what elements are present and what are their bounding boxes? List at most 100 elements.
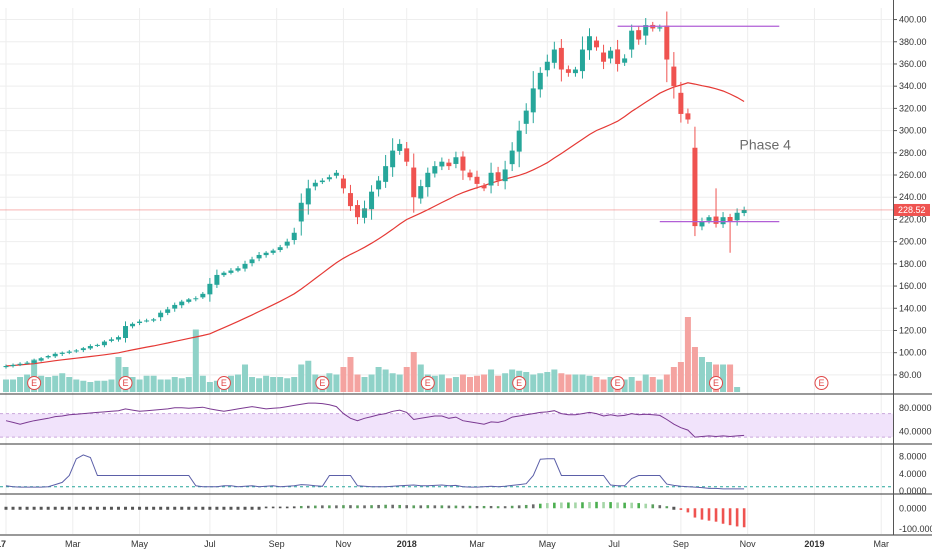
volume-bar-29 bbox=[206, 382, 213, 392]
price-tick-label-9: 260.00 bbox=[899, 170, 927, 180]
hist-bar-78 bbox=[553, 502, 556, 509]
candle-body-27 bbox=[193, 298, 199, 300]
volume-bar-32 bbox=[227, 375, 234, 392]
hist-bar-34 bbox=[243, 506, 247, 510]
volume-bar-70 bbox=[495, 375, 502, 392]
hist-bar-15 bbox=[109, 506, 113, 510]
candle-body-44 bbox=[312, 182, 318, 187]
time-label-3: Jul bbox=[204, 539, 216, 549]
volume-bar-21 bbox=[150, 375, 157, 392]
time-label-4: Sep bbox=[269, 539, 285, 549]
candle-body-31 bbox=[221, 272, 227, 276]
candle-body-80 bbox=[565, 69, 571, 73]
price-tick-label-11: 300.00 bbox=[899, 126, 927, 136]
hist-bar-12 bbox=[88, 506, 92, 510]
osc-tick-label-1: 4.0000 bbox=[899, 469, 927, 479]
hist-bar-90 bbox=[637, 503, 640, 509]
hist-bar-86 bbox=[609, 502, 612, 509]
hist-bar-10 bbox=[74, 506, 78, 510]
candle-body-104 bbox=[734, 212, 740, 221]
time-label-12: 2019 bbox=[804, 539, 824, 549]
hist-bar-9 bbox=[67, 506, 71, 510]
candle-body-64 bbox=[453, 157, 459, 164]
candle-body-87 bbox=[615, 49, 621, 64]
volume-bar-42 bbox=[298, 364, 305, 392]
hist-bar-14 bbox=[102, 506, 106, 510]
candle-body-94 bbox=[664, 25, 670, 60]
candle-body-56 bbox=[397, 143, 403, 151]
hist-bar-23 bbox=[166, 506, 170, 510]
candle-body-7 bbox=[52, 353, 58, 357]
hist-tick-label-1: -100.0000 bbox=[899, 524, 932, 534]
level-lines: Phase 4 bbox=[0, 25, 893, 223]
candle-body-95 bbox=[671, 66, 677, 87]
hist-bar-6 bbox=[46, 506, 50, 510]
candle-body-10 bbox=[73, 350, 79, 352]
price-tick-label-5: 180.00 bbox=[899, 259, 927, 269]
candle-body-67 bbox=[474, 176, 480, 184]
hist-bar-64 bbox=[454, 505, 458, 509]
hist-bar-21 bbox=[152, 506, 156, 510]
annotation-phase-label: Phase 4 bbox=[740, 136, 792, 152]
volume-bar-84 bbox=[593, 377, 600, 392]
hist-bar-74 bbox=[524, 504, 528, 509]
volume-bar-10 bbox=[73, 379, 80, 392]
volume-bar-51 bbox=[361, 377, 368, 392]
volume-bar-81 bbox=[572, 374, 579, 392]
hist-bar-62 bbox=[440, 505, 444, 509]
volume-bar-96 bbox=[677, 362, 684, 392]
hist-bar-37 bbox=[264, 506, 268, 509]
candle-body-13 bbox=[94, 344, 100, 346]
volume-bar-58 bbox=[410, 352, 417, 392]
candle-body-52 bbox=[369, 191, 375, 210]
hist-bar-35 bbox=[250, 506, 254, 510]
volume-bar-53 bbox=[375, 367, 382, 392]
time-label-11: Nov bbox=[740, 539, 757, 549]
earnings-label-4: E bbox=[425, 378, 431, 388]
volume-bar-39 bbox=[277, 377, 284, 392]
candle-body-2 bbox=[17, 363, 23, 365]
volume-bar-19 bbox=[136, 379, 143, 392]
candle-body-35 bbox=[249, 259, 255, 264]
hist-bar-65 bbox=[461, 505, 465, 509]
volume-bar-7 bbox=[52, 375, 59, 392]
hist-bar-101 bbox=[714, 508, 718, 522]
volume-bar-50 bbox=[354, 374, 361, 392]
volume-bar-8 bbox=[59, 373, 66, 392]
hist-bar-81 bbox=[574, 502, 577, 509]
hist-bar-0 bbox=[4, 506, 8, 510]
candle-body-34 bbox=[242, 263, 248, 269]
volume-bar-57 bbox=[403, 367, 410, 392]
price-tick-label-13: 340.00 bbox=[899, 81, 927, 91]
volume-bar-6 bbox=[45, 377, 52, 392]
hist-bar-85 bbox=[602, 502, 605, 509]
volume-bar-79 bbox=[558, 373, 565, 392]
time-label-1: Mar bbox=[65, 539, 81, 549]
hist-bar-4 bbox=[32, 506, 36, 510]
earnings-marker-8 bbox=[814, 376, 829, 390]
volume-bar-2 bbox=[17, 377, 24, 392]
time-label-6: 2018 bbox=[397, 539, 417, 549]
volume-bar-82 bbox=[579, 374, 586, 392]
candle-body-47 bbox=[333, 172, 339, 176]
volume-bar-66 bbox=[466, 377, 473, 392]
volume-bar-95 bbox=[670, 367, 677, 392]
volume-bar-62 bbox=[438, 374, 445, 392]
candle-body-82 bbox=[579, 49, 585, 72]
price-tick-label-16: 400.00 bbox=[899, 15, 927, 25]
volume-bar-69 bbox=[488, 369, 495, 392]
candle-body-91 bbox=[643, 25, 649, 36]
earnings-label-2: E bbox=[221, 378, 227, 388]
volume-bar-30 bbox=[213, 380, 220, 392]
candle-body-41 bbox=[291, 232, 297, 241]
hist-bar-39 bbox=[278, 506, 282, 509]
hist-bar-38 bbox=[271, 506, 275, 509]
volume-bar-77 bbox=[544, 372, 551, 392]
hist-bar-91 bbox=[644, 503, 648, 509]
earnings-label-7: E bbox=[713, 378, 719, 388]
volume-bar-56 bbox=[396, 374, 403, 392]
candle-body-69 bbox=[488, 172, 494, 186]
hist-bar-77 bbox=[546, 503, 549, 509]
